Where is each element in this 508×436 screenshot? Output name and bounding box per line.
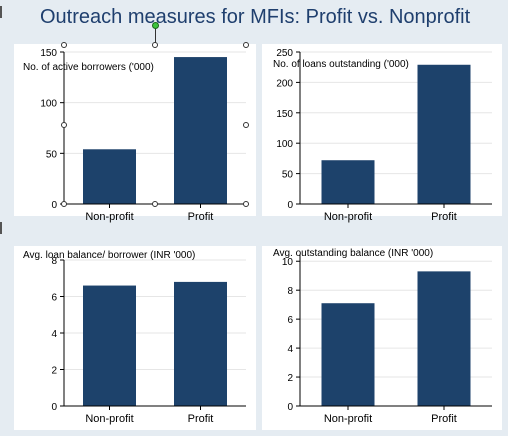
bar-profit	[174, 281, 227, 406]
y-tick-label: 100	[40, 99, 57, 110]
resize-handle-top-right[interactable]	[243, 42, 249, 48]
y-tick-label: 0	[51, 200, 57, 211]
bar-non-profit	[83, 285, 136, 406]
chart-panel-avg-outstanding-balance[interactable]: 0 2 4 6 8 10 Non-profit Profit Avg. outstanding…	[262, 246, 502, 430]
y-tick-label: 0	[287, 402, 293, 413]
y-tick-label: 250	[276, 48, 293, 59]
y-tick-label: 6	[287, 315, 293, 326]
resize-handle-bottom[interactable]	[152, 201, 158, 207]
bar-profit	[417, 64, 471, 204]
y-tick-label: 8	[51, 256, 57, 267]
resize-handle-right[interactable]	[243, 122, 249, 128]
chart-svg: 0 50 100 150 200 250 Non-profit Profit	[276, 48, 492, 223]
edge-marker	[0, 222, 2, 234]
y-tick-label: 10	[282, 257, 294, 268]
y-tick-label: 4	[51, 329, 57, 340]
bar-profit	[174, 57, 227, 204]
edge-marker	[0, 6, 2, 18]
y-tick-label: 2	[287, 373, 293, 384]
x-category-label: Profit	[431, 413, 457, 425]
y-tick-label: 50	[282, 170, 294, 181]
x-category-label: Profit	[188, 413, 214, 425]
bar-non-profit	[83, 149, 136, 204]
x-category-label: Profit	[431, 211, 457, 223]
resize-handle-top-left[interactable]	[61, 42, 67, 48]
y-tick-label: 8	[287, 286, 293, 297]
rotation-stem	[155, 28, 156, 44]
chart-svg: 0 2 4 6 8 Non-profit Profit	[51, 256, 246, 425]
panel-title: Avg. loan balance/ borrower (INR '000)	[23, 250, 196, 261]
bar-profit	[417, 271, 471, 406]
y-tick-label: 0	[51, 402, 57, 413]
x-category-label: Non-profit	[324, 211, 372, 223]
y-tick-label: 0	[287, 200, 293, 211]
bar-non-profit	[321, 160, 375, 204]
x-category-label: Non-profit	[85, 211, 133, 223]
y-tick-label: 50	[46, 149, 58, 160]
chart-title: Outreach measures for MFIs: Profit vs. N…	[40, 6, 471, 28]
y-tick-label: 4	[287, 344, 293, 355]
chart-panel-avg-loan-balance[interactable]: 0 2 4 6 8 Non-profit Profit Avg. loan balance/…	[14, 246, 256, 430]
y-tick-label: 100	[276, 139, 293, 150]
rotation-handle[interactable]	[152, 22, 159, 29]
chart-svg: 0 2 4 6 8 10 Non-profit Profit	[282, 254, 492, 425]
panel-title: Avg. outstanding balance (INR '000)	[273, 248, 434, 259]
chart-panel-loans-outstanding[interactable]: 0 50 100 150 200 250 Non-profit Profit No. of l…	[262, 44, 502, 223]
x-category-label: Non-profit	[324, 413, 372, 425]
panel-title: No. of loans outstanding ('000)	[273, 59, 409, 70]
panel-title: No. of active borrowers ('000)	[23, 62, 154, 73]
x-category-label: Non-profit	[85, 413, 133, 425]
resize-handle-left[interactable]	[61, 122, 67, 128]
x-category-label: Profit	[188, 211, 214, 223]
resize-handle-bottom-left[interactable]	[61, 201, 67, 207]
y-tick-label: 150	[276, 109, 293, 120]
chart-panel-active-borrowers[interactable]: 0 50 100 150 Non-profit Profit No. of active …	[14, 44, 256, 223]
resize-handle-top[interactable]	[152, 42, 158, 48]
bar-non-profit	[321, 303, 375, 406]
resize-handle-bottom-right[interactable]	[243, 201, 249, 207]
y-tick-label: 150	[40, 48, 57, 59]
chart-svg: 0 50 100 150 Non-profit Profit	[40, 48, 246, 223]
y-tick-label: 6	[51, 293, 57, 304]
y-tick-label: 2	[51, 366, 57, 377]
y-tick-label: 200	[276, 78, 293, 89]
